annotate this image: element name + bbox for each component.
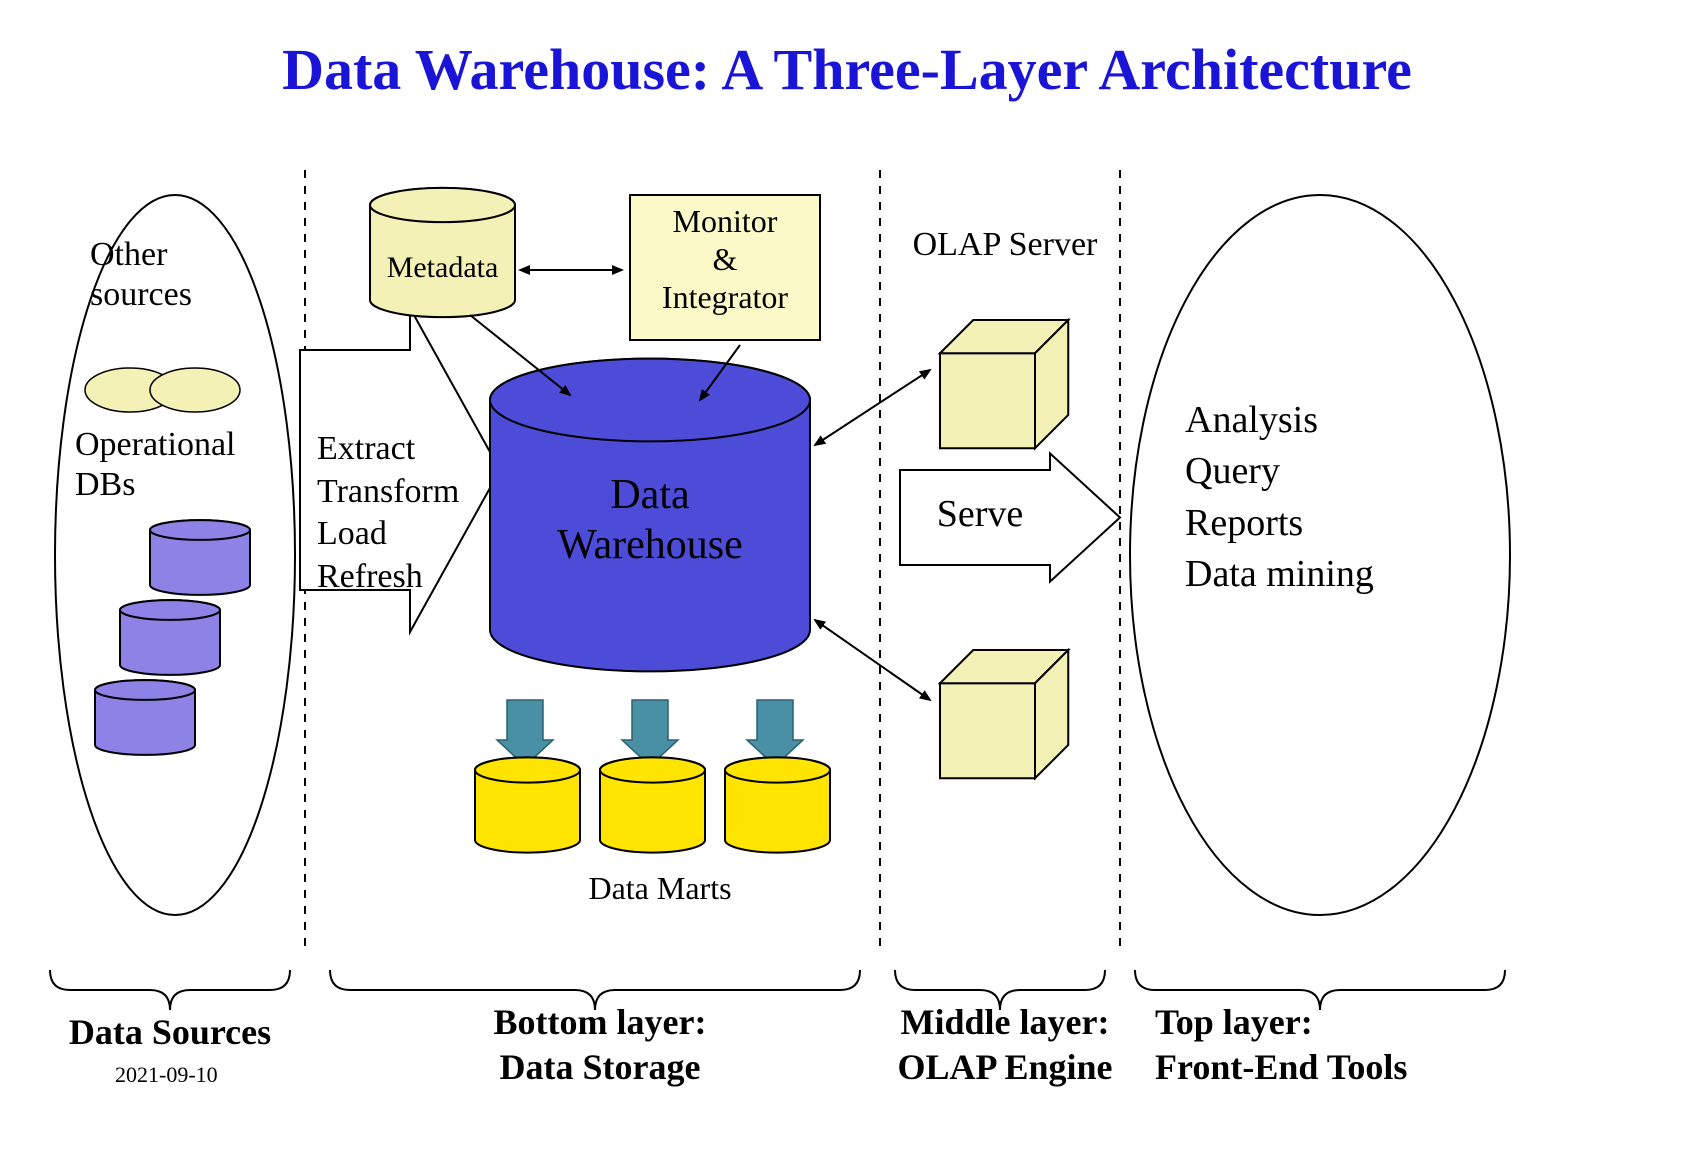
monitor-integrator-label: Monitor&Integrator: [630, 203, 820, 316]
section-label-middle-layer: Middle layer:OLAP Engine: [870, 1000, 1140, 1090]
other-sources-label: Othersources: [90, 235, 270, 315]
slide-title: Data Warehouse: A Three-Layer Architectu…: [0, 36, 1694, 103]
front-end-tools-list: AnalysisQueryReportsData mining: [1185, 395, 1465, 600]
metadata-label: Metadata: [365, 250, 520, 285]
footer-date: 2021-09-10: [115, 1062, 218, 1088]
section-label-bottom-layer: Bottom layer:Data Storage: [470, 1000, 730, 1090]
operational-db-cylinders: [95, 520, 250, 755]
data-marts-label: Data Marts: [560, 870, 760, 908]
other-sources-shapes: [85, 368, 240, 412]
data-warehouse-label: DataWarehouse: [490, 470, 810, 571]
data-mart-cylinders: [475, 757, 830, 852]
olap-server-label: OLAP Server: [890, 225, 1120, 265]
section-label-top-layer: Top layer:Front-End Tools: [1155, 1000, 1495, 1090]
etl-label: ExtractTransformLoadRefresh: [317, 428, 487, 598]
section-label-data-sources: Data Sources: [40, 1010, 300, 1055]
serve-label: Serve: [910, 492, 1050, 537]
olap-cubes: [940, 320, 1068, 778]
down-arrows: [497, 700, 803, 766]
operational-dbs-label: OperationalDBs: [75, 425, 285, 505]
